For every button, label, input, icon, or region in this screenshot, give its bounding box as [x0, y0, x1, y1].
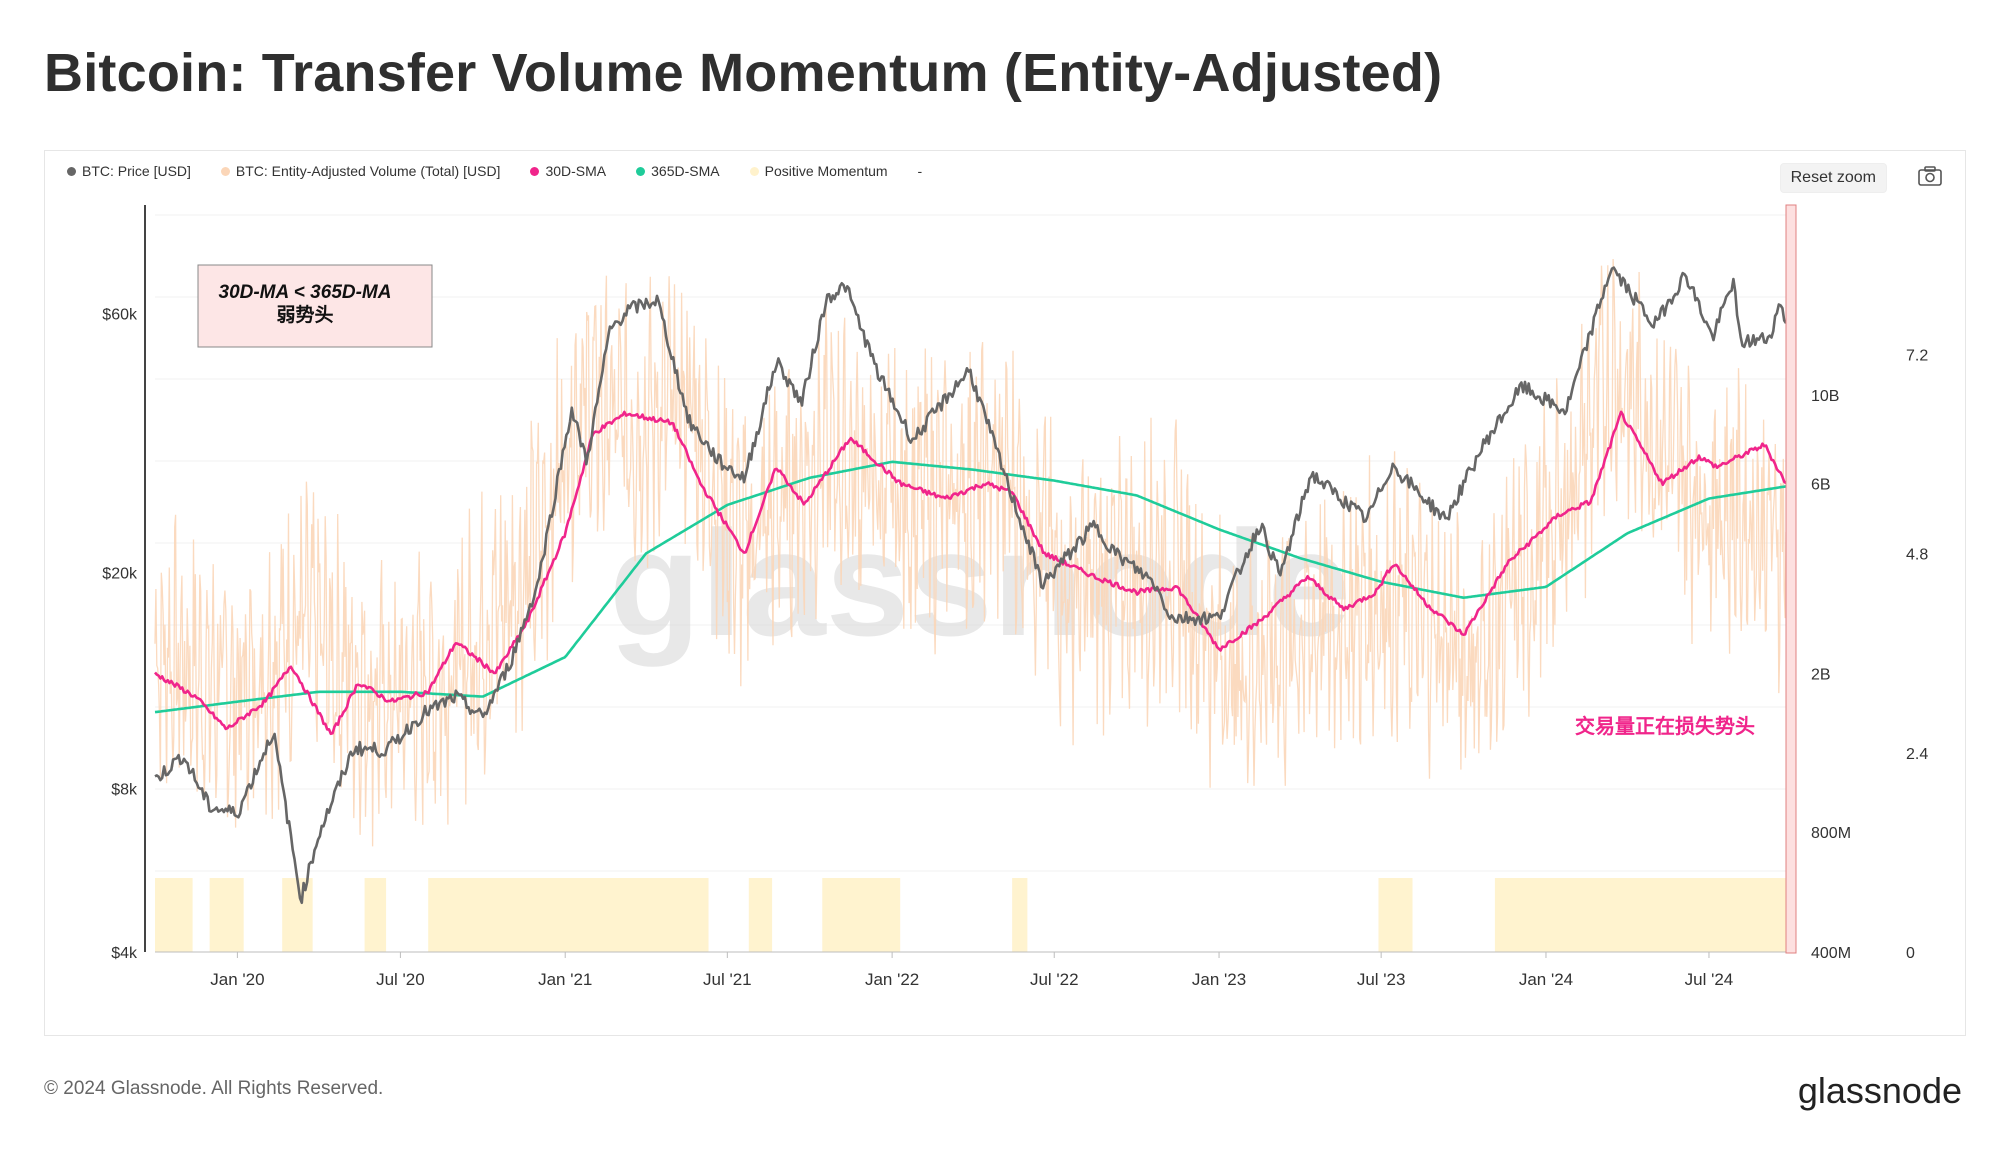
reset-zoom-button[interactable]: Reset zoom [1779, 163, 1887, 193]
x-tick-label: Jul '22 [1030, 970, 1079, 989]
legend-dot-365d-sma [636, 166, 646, 176]
momentum-band [1012, 878, 1028, 952]
annotation-box-line2: 弱势头 [276, 303, 333, 326]
copyright: © 2024 Glassnode. All Rights Reserved. [44, 1078, 384, 1099]
chart-legend: BTC: Price [USD] BTC: Entity-Adjusted Vo… [67, 163, 952, 179]
y-right-momentum-tick-label: 2.4 [1906, 746, 1928, 763]
legend-label: Positive Momentum [764, 163, 888, 179]
legend-label: BTC: Price [USD] [82, 163, 191, 179]
momentum-band [1494, 878, 1786, 952]
legend-item-30d-sma[interactable]: 30D-SMA [530, 163, 606, 179]
price-line [154, 266, 1788, 905]
momentum-band [282, 878, 313, 952]
annotation-note: 交易量正在损失势头 [1575, 714, 1755, 738]
y-right-momentum-tick-label: 0 [1906, 945, 1915, 962]
x-tick-label: Jan '21 [538, 970, 592, 989]
legend-label: BTC: Entity-Adjusted Volume (Total) [USD… [235, 163, 501, 179]
legend-item-price[interactable]: BTC: Price [USD] [67, 163, 191, 179]
x-tick-label: Jul '23 [1357, 970, 1406, 989]
y-left-tick-label: $20k [102, 565, 138, 582]
brand-logo: glassnode [1797, 1070, 1962, 1111]
momentum-band [364, 878, 387, 952]
y-right-volume-tick-label: 2B [1811, 667, 1831, 684]
momentum-band [822, 878, 901, 952]
legend-dot-volume [220, 166, 230, 176]
volume-line [154, 258, 1787, 847]
momentum-band [1378, 878, 1413, 952]
legend-dot-price [67, 166, 76, 176]
momentum-band [155, 878, 193, 952]
legend-item-365d-sma[interactable]: 365D-SMA [636, 163, 720, 179]
x-tick-label: Jan '24 [1519, 970, 1573, 989]
x-tick-label: Jan '23 [1192, 970, 1246, 989]
legend-dot-30d-sma [530, 166, 540, 176]
x-tick-label: Jan '22 [865, 970, 919, 989]
legend-label: 30D-SMA [545, 163, 607, 179]
legend-item-volume[interactable]: BTC: Entity-Adjusted Volume (Total) [USD… [220, 163, 501, 179]
camera-icon[interactable] [1917, 165, 1943, 187]
legend-item-blank[interactable]: - [918, 163, 923, 179]
y-right-volume-tick-label: 6B [1811, 476, 1831, 493]
momentum-band [748, 878, 773, 952]
y-right-volume-tick-label: 800M [1811, 825, 1851, 842]
x-tick-label: Jul '24 [1685, 970, 1734, 989]
legend-label: 365D-SMA [651, 163, 720, 179]
sma-30d-line [154, 410, 1787, 736]
legend-dot-positive-momentum [749, 166, 759, 176]
y-left-tick-label: $60k [102, 306, 138, 323]
momentum-band [209, 878, 244, 952]
y-right-volume-tick-label: 10B [1811, 388, 1839, 405]
legend-label: - [917, 163, 923, 179]
legend-item-positive-momentum[interactable]: Positive Momentum [749, 163, 888, 179]
y-right-momentum-tick-label: 4.8 [1906, 547, 1928, 564]
annotation-box-line1: 30D-MA < 365D-MA [219, 282, 392, 303]
page-title: Bitcoin: Transfer Volume Momentum (Entit… [44, 43, 1443, 103]
y-left-tick-label: $4k [111, 945, 138, 962]
y-right-volume-tick-label: 400M [1811, 945, 1851, 962]
momentum-band [428, 878, 709, 952]
y-right-momentum-tick-label: 7.2 [1906, 347, 1928, 364]
x-tick-label: Jul '21 [703, 970, 752, 989]
y-left-tick-label: $8k [111, 782, 138, 799]
x-tick-label: Jan '20 [210, 970, 264, 989]
x-tick-label: Jul '20 [376, 970, 425, 989]
annotation-box [197, 264, 433, 348]
current-highlight [1785, 204, 1797, 954]
